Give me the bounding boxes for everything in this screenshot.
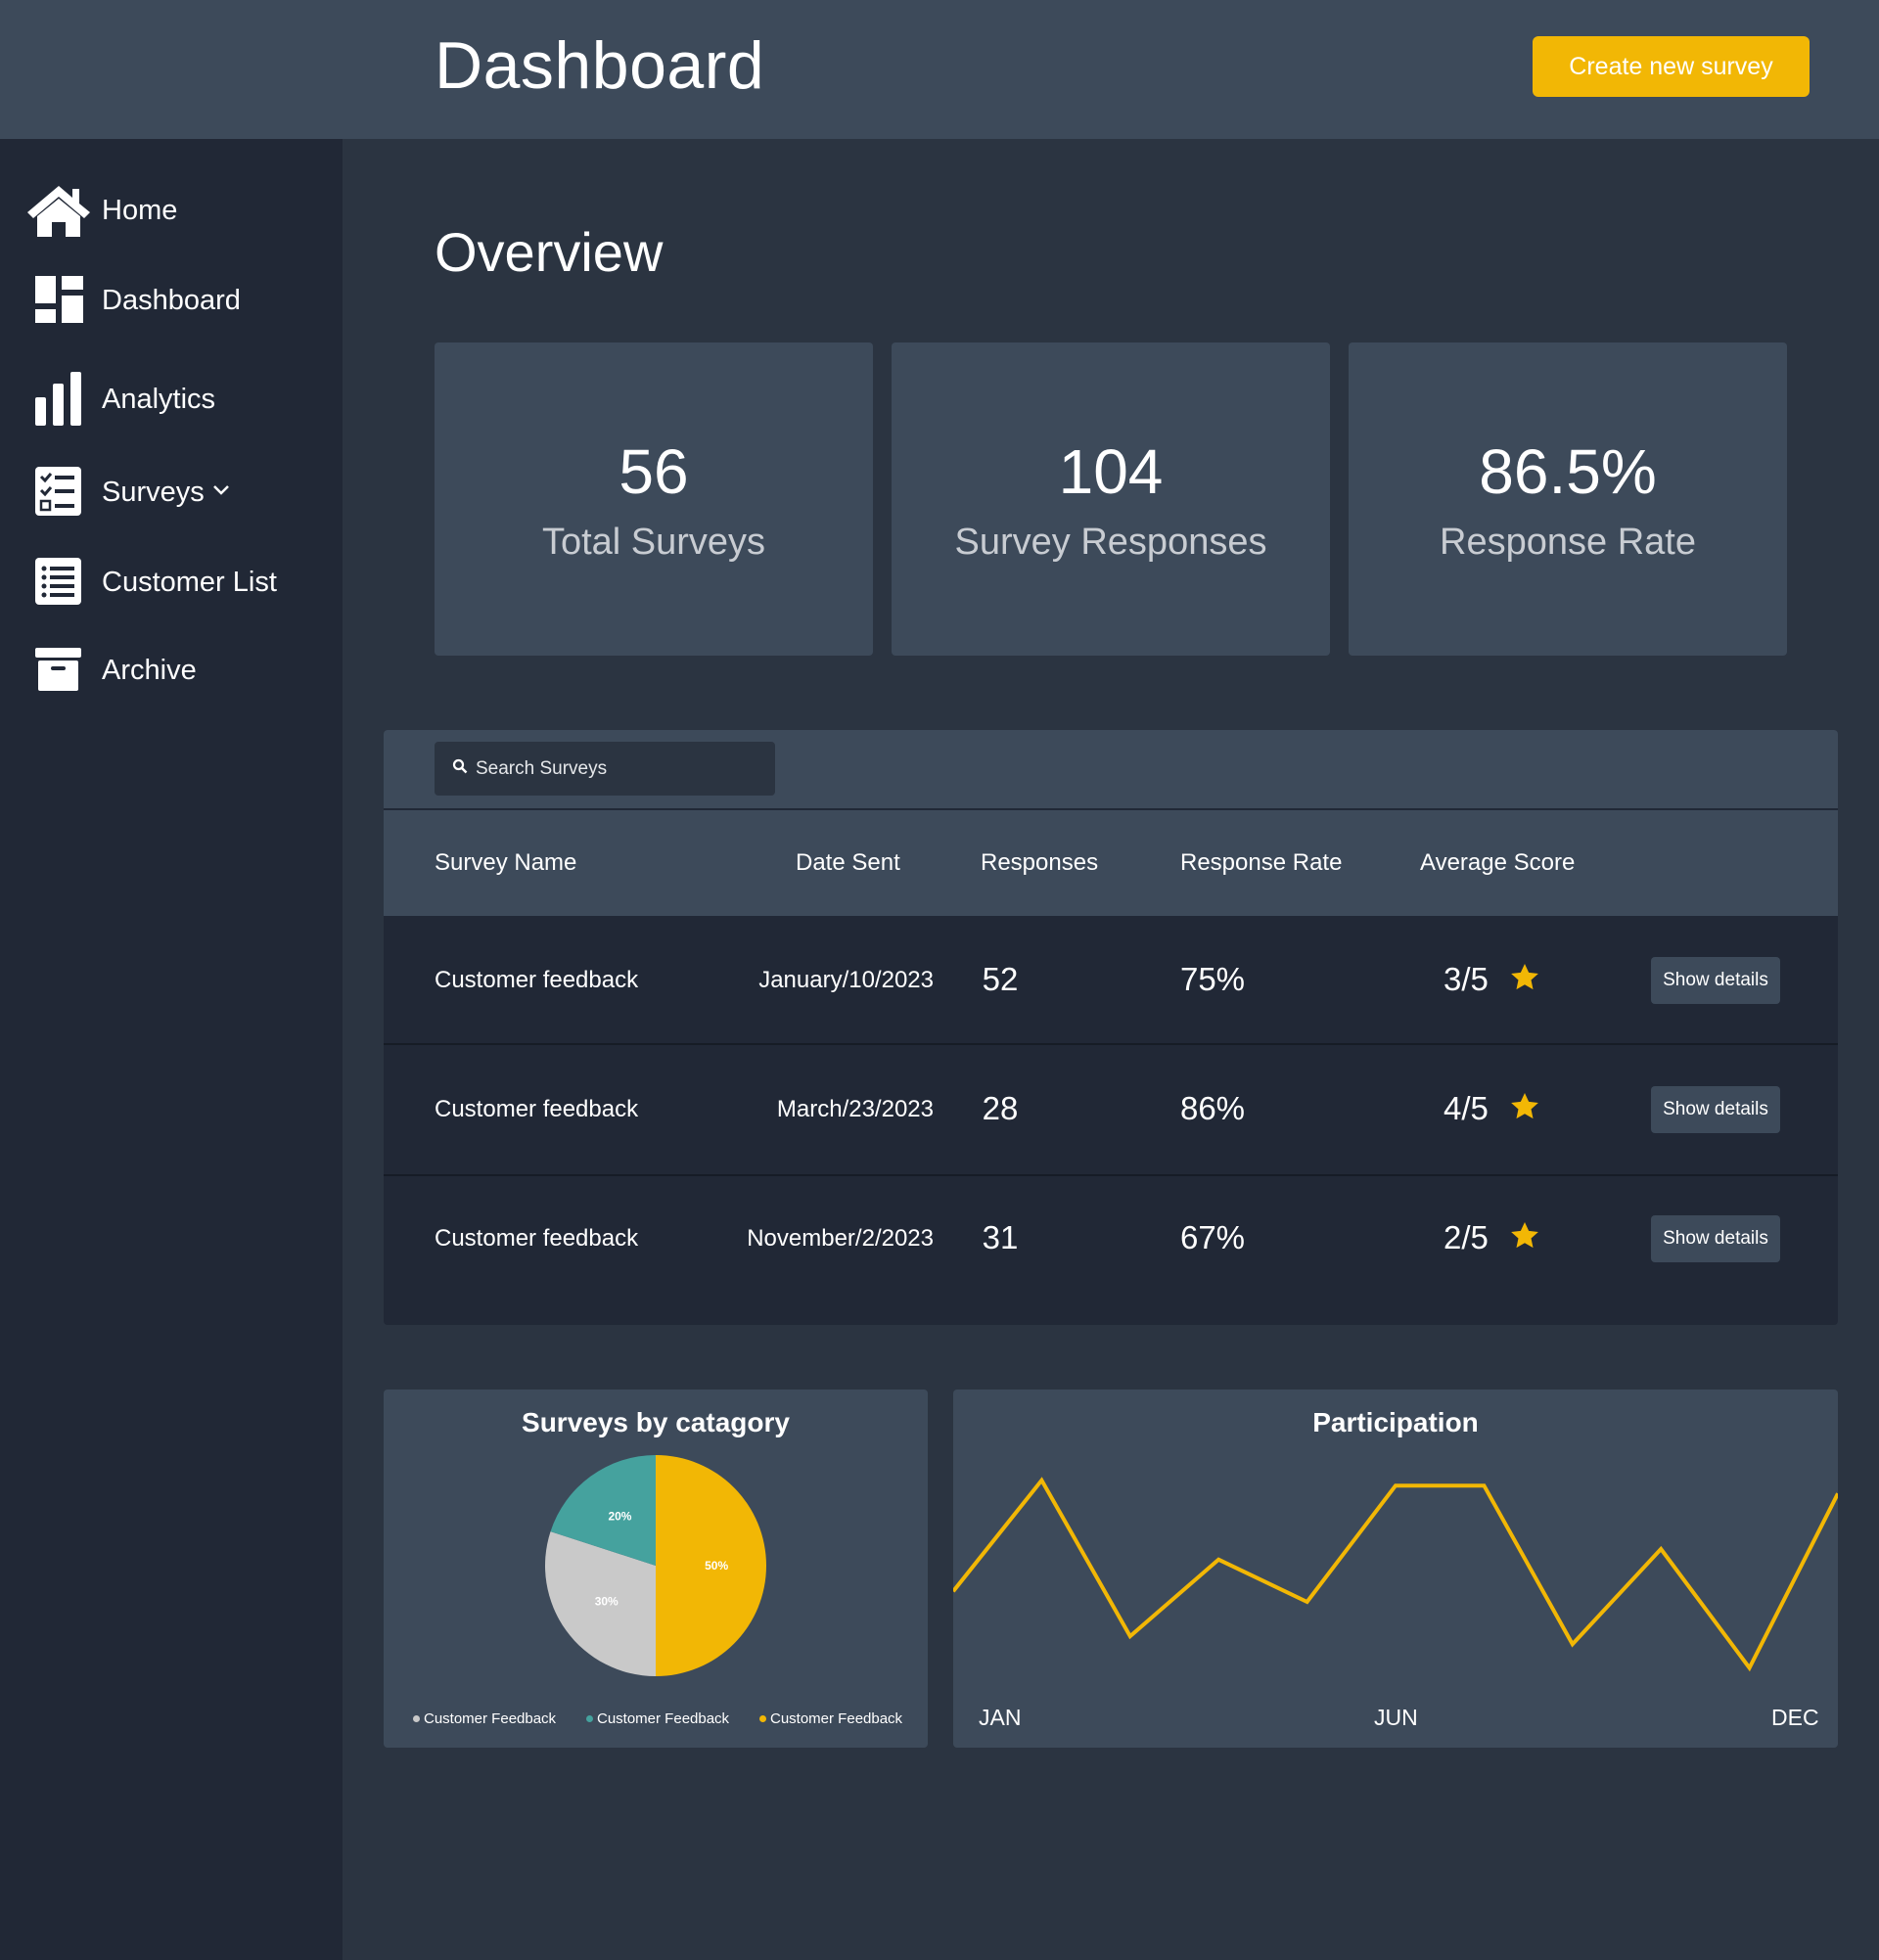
search-box[interactable]	[435, 742, 775, 796]
responses: 28	[982, 1090, 1019, 1126]
star-icon	[1509, 1091, 1540, 1130]
stat-label: Total Surveys	[541, 522, 766, 563]
sidebar-item-analytics[interactable]: Analytics	[25, 365, 215, 433]
survey-name: Customer feedback	[435, 967, 639, 993]
home-icon	[25, 181, 94, 240]
sidebar-item-archive[interactable]: Archive	[25, 636, 197, 705]
column-header: Survey Name	[435, 849, 577, 876]
survey-name: Customer feedback	[435, 1225, 639, 1252]
sidebar-item-label: Archive	[102, 654, 197, 686]
legend-dot	[413, 1715, 420, 1722]
column-header: Average Score	[1420, 849, 1576, 876]
pie-slice	[545, 1531, 656, 1676]
pie-slice-label: 30%	[595, 1595, 619, 1609]
show-details-button[interactable]: Show details	[1651, 1086, 1780, 1133]
dashboard-icon	[25, 271, 94, 330]
score-value: 4/5	[1444, 1090, 1489, 1126]
column-header: Response Rate	[1180, 849, 1343, 876]
sidebar-item-label: Customer List	[102, 566, 277, 598]
average-score: 2/5	[1444, 1219, 1540, 1259]
date-sent: March/23/2023	[776, 1096, 934, 1122]
search-input[interactable]	[476, 757, 759, 780]
legend-dot	[759, 1715, 766, 1722]
category-chart-card: Surveys by catagory 50% 30% 20% Customer F…	[384, 1390, 928, 1748]
sidebar-item-customer-list[interactable]: Customer List	[25, 548, 277, 616]
show-details-button[interactable]: Show details	[1651, 1215, 1780, 1262]
sidebar-item-label: Home	[102, 194, 178, 226]
bar-chart-icon	[25, 370, 94, 429]
sidebar-item-home[interactable]: Home	[25, 176, 177, 245]
stat-value: 56	[619, 436, 689, 507]
legend-item: Customer Feedback	[759, 1710, 902, 1727]
participation-chart-card: Participation JAN JUN DEC	[953, 1390, 1838, 1748]
legend-label: Customer Feedback	[597, 1710, 730, 1727]
table-row: Customer feedback January/10/2023 52 75%…	[384, 916, 1838, 1045]
pie-slice-label: 20%	[608, 1510, 631, 1524]
chart-title: Surveys by catagory	[522, 1407, 790, 1437]
sidebar-item-label: Analytics	[102, 383, 216, 415]
stat-label: Survey Responses	[954, 522, 1267, 563]
show-details-button[interactable]: Show details	[1651, 957, 1780, 1004]
line-chart	[953, 1477, 1838, 1672]
responses: 31	[982, 1219, 1019, 1255]
pie-slice	[550, 1455, 656, 1566]
table-row: Customer feedback March/23/2023 28 86% 4…	[384, 1047, 1838, 1176]
date-sent: January/10/2023	[758, 967, 934, 993]
create-survey-button[interactable]: Create new survey	[1533, 36, 1810, 97]
sidebar-item-label: Surveys	[102, 476, 205, 508]
archive-icon	[25, 641, 94, 700]
legend-item: Customer Feedback	[413, 1710, 556, 1727]
response-rate: 67%	[1179, 1219, 1246, 1255]
average-score: 4/5	[1444, 1090, 1540, 1130]
chart-title: Participation	[1312, 1407, 1479, 1437]
star-icon	[1509, 1220, 1540, 1259]
search-icon	[452, 758, 468, 779]
chevron-down-icon	[212, 483, 230, 501]
legend-dot	[586, 1715, 593, 1722]
date-sent: November/2/2023	[747, 1225, 934, 1252]
stat-card-response-rate: 86.5% Response Rate	[1349, 342, 1787, 656]
table-header: Survey Name Date Sent Responses Response…	[384, 810, 1838, 916]
star-icon	[1509, 962, 1540, 1001]
pie-chart: 50% 30% 20%	[545, 1455, 766, 1676]
sidebar-item-surveys[interactable]: Surveys	[25, 458, 230, 526]
responses: 52	[982, 961, 1019, 997]
overview-title: Overview	[435, 221, 664, 283]
x-tick-label: JAN	[979, 1705, 1022, 1730]
table-row: Customer feedback November/2/2023 31 67%…	[384, 1178, 1838, 1307]
list-icon	[25, 553, 94, 612]
stat-card-total-surveys: 56 Total Surveys	[435, 342, 873, 656]
sidebar-item-label: Dashboard	[102, 284, 241, 316]
stat-label: Response Rate	[1440, 522, 1696, 563]
legend-label: Customer Feedback	[770, 1710, 903, 1727]
column-header: Date Sent	[796, 849, 900, 876]
legend-label: Customer Feedback	[424, 1710, 557, 1727]
column-header: Responses	[981, 849, 1099, 876]
pie-slice-label: 50%	[705, 1559, 728, 1573]
top-bar: Dashboard Create new survey	[0, 0, 1879, 139]
sidebar: Home Dashboard Analytics	[0, 139, 343, 1960]
stat-card-survey-responses: 104 Survey Responses	[892, 342, 1330, 656]
response-rate: 86%	[1179, 1090, 1246, 1126]
survey-name: Customer feedback	[435, 1096, 639, 1122]
page-title: Dashboard	[435, 28, 765, 103]
sidebar-item-dashboard[interactable]: Dashboard	[25, 266, 241, 335]
checklist-icon	[25, 463, 94, 522]
response-rate: 75%	[1179, 961, 1246, 997]
score-value: 2/5	[1444, 1219, 1489, 1255]
participation-line	[953, 1477, 1838, 1672]
score-value: 3/5	[1444, 961, 1489, 997]
x-tick-label: JUN	[1374, 1705, 1418, 1730]
stat-value: 104	[1058, 436, 1164, 507]
legend-item: Customer Feedback	[586, 1710, 729, 1727]
survey-table: Survey Name Date Sent Responses Response…	[384, 730, 1838, 1325]
table-toolbar	[384, 730, 1838, 808]
average-score: 3/5	[1444, 961, 1540, 1001]
pie-slice	[656, 1455, 766, 1676]
stat-value: 86.5%	[1479, 436, 1657, 507]
x-tick-label: DEC	[1771, 1705, 1819, 1730]
